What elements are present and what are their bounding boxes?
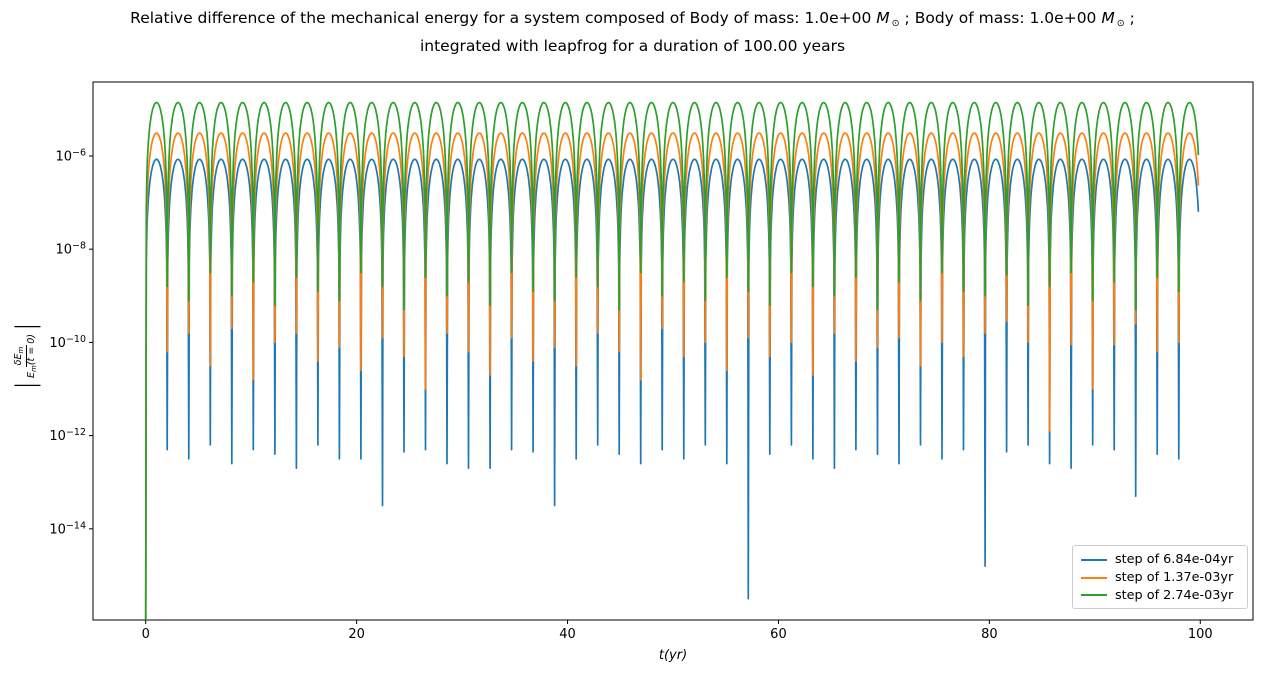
x-tick-label: 80 [981, 627, 998, 642]
axes-spines [92, 81, 1254, 621]
legend-item: step of 6.84e-04yr [1081, 551, 1239, 569]
y-tick-label: 10−6 [55, 148, 86, 165]
series-group [144, 101, 1200, 620]
title-text: ; Body of mass: 1.0e+00 [899, 9, 1102, 27]
x-tick-label: 20 [348, 627, 365, 642]
y-axis-fraction: δEm Em(t = 0) [13, 332, 38, 380]
fraction-denominator: Em(t = 0) [25, 333, 38, 379]
solar-mass-symbol: M [1101, 9, 1115, 27]
chart-title: Relative difference of the mechanical en… [0, 7, 1265, 57]
abs-bar: | [11, 381, 41, 390]
legend-item: step of 2.74e-03yr [1081, 586, 1239, 604]
sun-symbol-icon: ⊙ [1116, 18, 1125, 29]
legend-line-swatch [1081, 576, 1107, 579]
legend: step of 6.84e-04yr step of 1.37e-03yr step… [1072, 545, 1248, 609]
chart-title-line-2: integrated with leapfrog for a duration … [419, 37, 846, 55]
title-text: ; [1124, 9, 1135, 27]
sun-symbol-icon: ⊙ [891, 18, 900, 29]
legend-item-label: step of 1.37e-03yr [1115, 570, 1234, 585]
x-tick-label: 0 [142, 627, 150, 642]
title-text: Relative difference of the mechanical en… [130, 9, 877, 27]
x-axis-label: t(yr) [658, 648, 688, 663]
x-tick-label: 100 [1188, 627, 1213, 642]
legend-item-label: step of 6.84e-04yr [1115, 552, 1234, 568]
x-tick-label: 40 [559, 627, 576, 642]
chart-title-line-1: Relative difference of the mechanical en… [0, 7, 1265, 35]
legend-item: step of 1.37e-03yr [1081, 569, 1239, 587]
x-tick-label: 60 [770, 627, 787, 642]
legend-line-swatch [1081, 594, 1107, 597]
legend-line-swatch [1081, 558, 1107, 561]
y-axis-label: | δEm Em(t = 0) | [0, 316, 66, 396]
series-line-step-of-1-37e-03yr [144, 132, 1200, 620]
series-line-step-of-2-74e-03yr [144, 101, 1200, 620]
y-tick-label: 10−12 [49, 427, 86, 444]
series-line-step-of-6-84e-04yr [144, 158, 1200, 620]
y-tick-label: 10−14 [49, 520, 86, 537]
solar-mass-symbol: M [876, 9, 890, 27]
y-tick-label: 10−8 [55, 241, 86, 258]
legend-item-label: step of 2.74e-03yr [1115, 587, 1234, 603]
abs-bar: | [11, 322, 41, 331]
